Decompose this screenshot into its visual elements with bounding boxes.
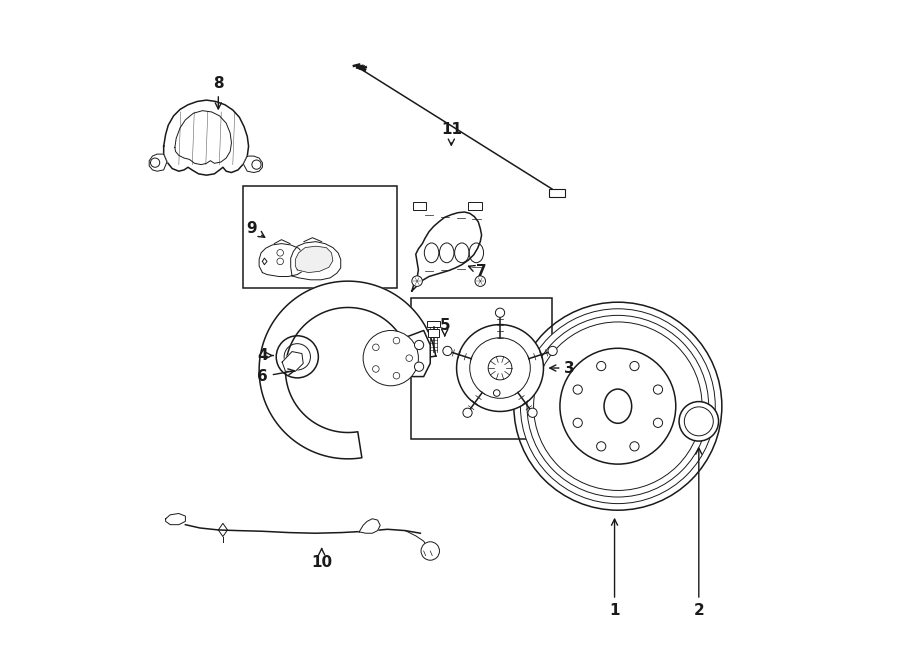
Polygon shape bbox=[295, 247, 333, 272]
Polygon shape bbox=[397, 330, 430, 377]
Circle shape bbox=[373, 366, 379, 372]
Polygon shape bbox=[164, 100, 248, 175]
Text: 10: 10 bbox=[311, 549, 332, 570]
Bar bbox=[468, 202, 482, 210]
Circle shape bbox=[528, 408, 537, 417]
Text: 4: 4 bbox=[257, 348, 274, 363]
Circle shape bbox=[470, 338, 530, 399]
Circle shape bbox=[560, 348, 676, 464]
Circle shape bbox=[597, 442, 606, 451]
Circle shape bbox=[630, 362, 639, 371]
Circle shape bbox=[393, 337, 400, 344]
Bar bbox=[410, 297, 552, 439]
Text: 2: 2 bbox=[693, 448, 704, 618]
Bar bbox=[243, 186, 397, 288]
Circle shape bbox=[277, 258, 284, 264]
Circle shape bbox=[534, 322, 702, 490]
Circle shape bbox=[363, 330, 419, 386]
Circle shape bbox=[393, 372, 400, 379]
Text: 11: 11 bbox=[441, 122, 462, 145]
Circle shape bbox=[680, 402, 718, 441]
Text: 3: 3 bbox=[550, 360, 575, 375]
Circle shape bbox=[415, 340, 424, 350]
Text: 6: 6 bbox=[257, 369, 294, 384]
Bar bbox=[413, 202, 427, 210]
Circle shape bbox=[150, 158, 159, 167]
Polygon shape bbox=[259, 244, 305, 276]
Circle shape bbox=[415, 362, 424, 371]
Circle shape bbox=[276, 336, 319, 378]
Circle shape bbox=[527, 315, 708, 497]
Polygon shape bbox=[259, 281, 436, 459]
Circle shape bbox=[630, 442, 639, 451]
Circle shape bbox=[456, 325, 544, 411]
Circle shape bbox=[573, 418, 582, 428]
Circle shape bbox=[412, 276, 422, 286]
Circle shape bbox=[653, 418, 662, 428]
Bar bbox=[427, 321, 440, 327]
Circle shape bbox=[573, 385, 582, 394]
Circle shape bbox=[653, 385, 662, 394]
Polygon shape bbox=[359, 519, 380, 533]
Text: 8: 8 bbox=[213, 76, 223, 109]
Polygon shape bbox=[149, 154, 167, 171]
Bar bbox=[549, 189, 564, 197]
Circle shape bbox=[406, 355, 412, 362]
Circle shape bbox=[548, 346, 557, 356]
Circle shape bbox=[421, 542, 439, 561]
Text: 5: 5 bbox=[439, 318, 450, 336]
Circle shape bbox=[597, 362, 606, 371]
Text: 9: 9 bbox=[246, 221, 265, 237]
Circle shape bbox=[520, 309, 716, 504]
Polygon shape bbox=[412, 212, 482, 291]
Polygon shape bbox=[283, 352, 303, 371]
Circle shape bbox=[373, 344, 379, 350]
Text: 1: 1 bbox=[609, 519, 620, 618]
Polygon shape bbox=[291, 242, 341, 280]
Circle shape bbox=[495, 308, 505, 317]
Circle shape bbox=[277, 250, 284, 256]
Circle shape bbox=[475, 276, 485, 286]
Bar bbox=[428, 329, 439, 337]
Circle shape bbox=[443, 346, 452, 356]
Text: 7: 7 bbox=[469, 264, 487, 279]
Polygon shape bbox=[166, 514, 185, 525]
Circle shape bbox=[493, 390, 500, 397]
Circle shape bbox=[463, 408, 473, 417]
Circle shape bbox=[252, 160, 261, 169]
Polygon shape bbox=[243, 156, 263, 173]
